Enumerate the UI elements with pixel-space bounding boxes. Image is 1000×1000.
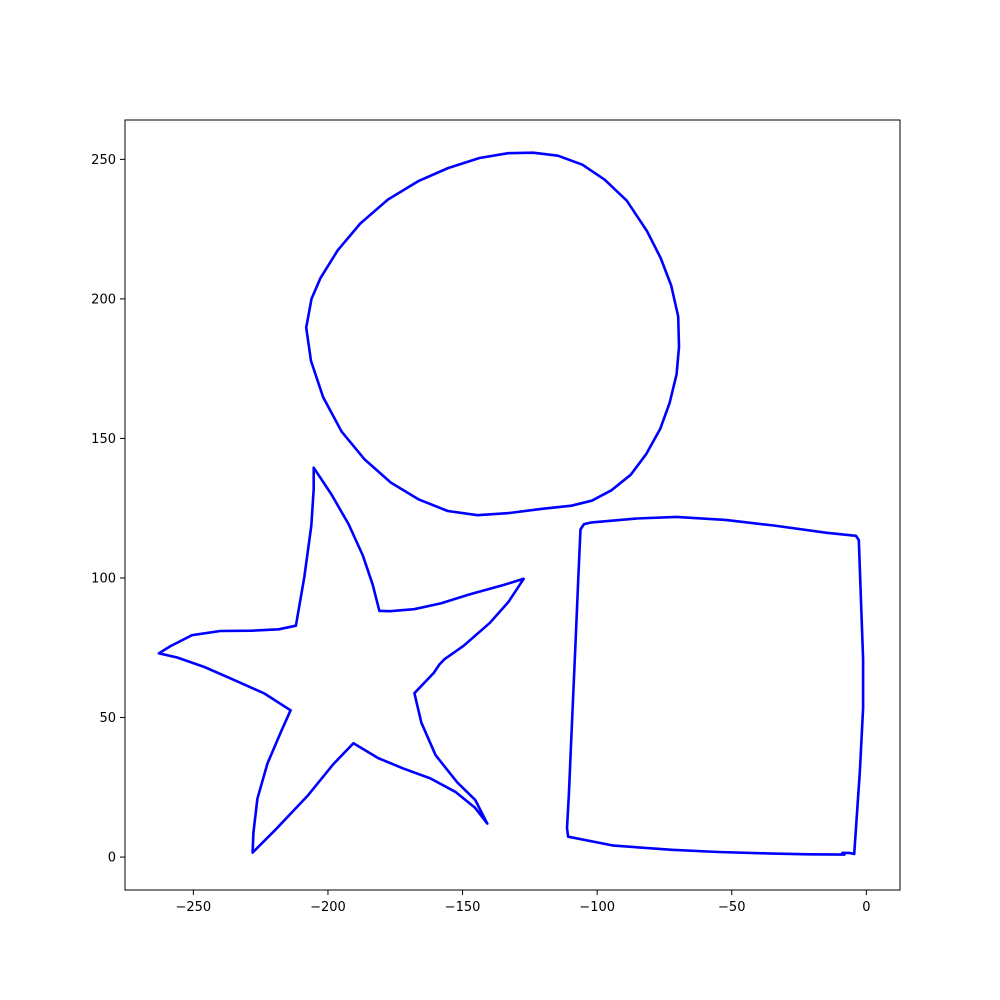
x-tick-label: −50 xyxy=(718,900,745,915)
x-tick-label: 0 xyxy=(862,900,870,915)
x-tick-label: −200 xyxy=(310,900,346,915)
y-tick-label: 0 xyxy=(108,851,116,866)
y-tick-label: 200 xyxy=(91,292,116,307)
series-line-3 xyxy=(565,515,865,856)
y-axis: 0 50 100 150 200 250 xyxy=(91,153,125,866)
y-tick-label: 100 xyxy=(91,571,116,586)
y-tick-label: 150 xyxy=(91,432,116,447)
series-line-1 xyxy=(304,151,681,517)
plot-area xyxy=(157,151,865,856)
x-axis: −250 −200 −150 −100 −50 0 xyxy=(176,890,870,915)
x-tick-label: −250 xyxy=(176,900,212,915)
series-line-2 xyxy=(157,466,525,854)
y-tick-label: 50 xyxy=(99,711,116,726)
axes-frame xyxy=(124,119,901,891)
x-tick-label: −150 xyxy=(445,900,481,915)
y-tick-label: 250 xyxy=(91,153,116,168)
x-tick-label: −100 xyxy=(579,900,615,915)
